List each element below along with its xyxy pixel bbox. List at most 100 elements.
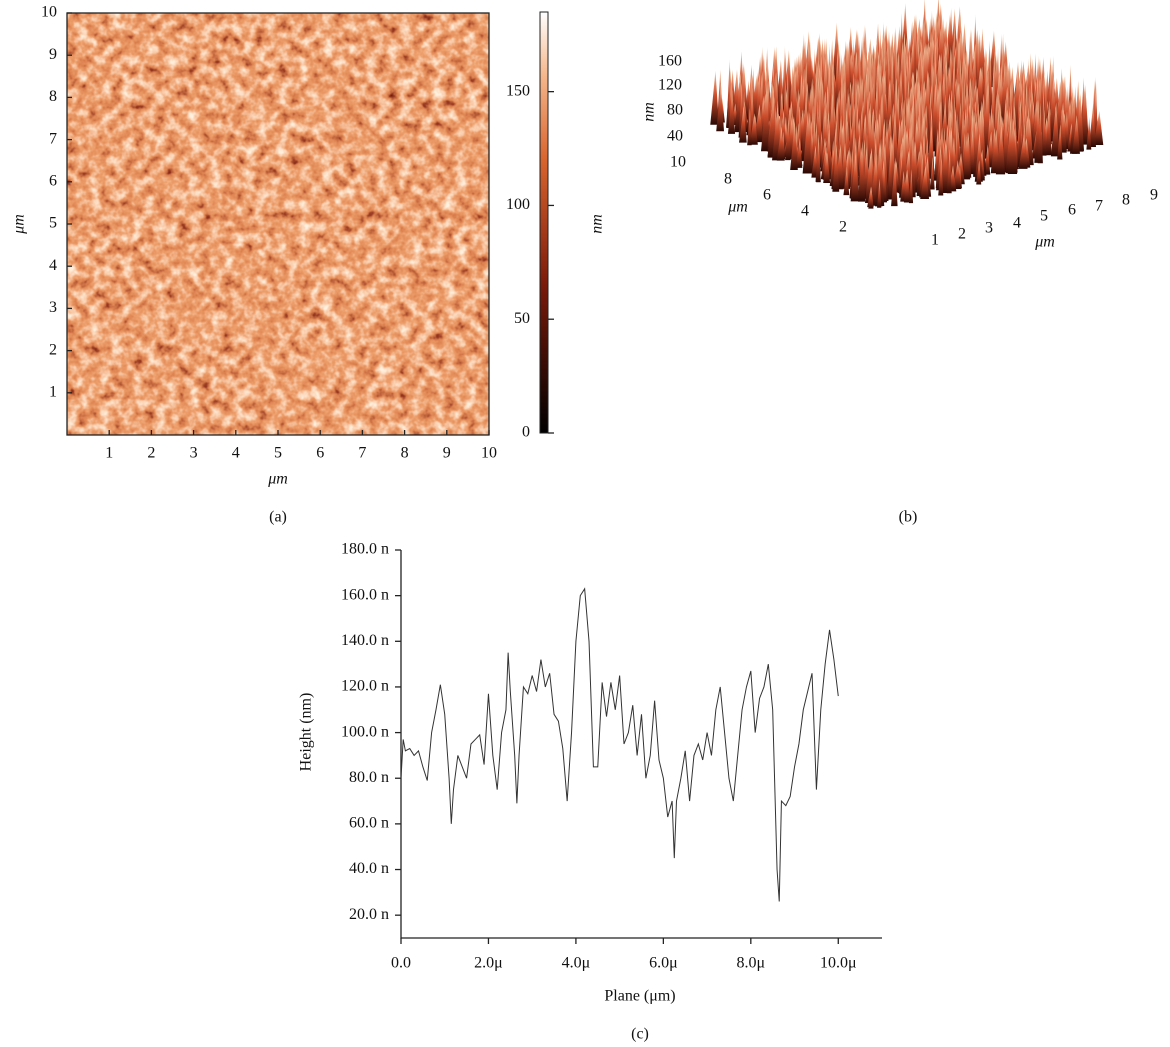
y-tick-label: 140.0 n (341, 632, 389, 649)
x-tick-label: 8.0μ (737, 955, 766, 972)
panel-c: Plane (μm) Height (nm) (c) 0.0 2.0μ 4.0μ 6.… (298, 541, 882, 1043)
caption: (c) (631, 1026, 649, 1043)
y-tick-label: 4 (49, 257, 57, 274)
x-tick-label: 10 (481, 445, 497, 462)
y-tick-label: 80.0 n (349, 769, 389, 786)
spike (761, 87, 771, 152)
x-tick-label: 8 (401, 445, 409, 462)
z-tick-label: 160 (658, 53, 682, 70)
spike (876, 178, 882, 208)
spike (1037, 102, 1043, 164)
z-tick-label: 40 (667, 128, 683, 145)
x-tick-label: 4.0μ (562, 955, 591, 972)
colorbar (539, 11, 549, 434)
spike (1072, 115, 1080, 154)
y-tick-label: 5 (49, 215, 57, 232)
x-tick-label: 1 (105, 445, 113, 462)
panel-a: μm μm nm (a) 1 2 3 4 5 6 7 8 9 101234567891005010… (11, 4, 606, 526)
spike (938, 159, 944, 196)
spike (1086, 116, 1092, 150)
colorbar-tick-label: 50 (514, 310, 530, 327)
x-tick-label: 3 (190, 445, 198, 462)
spike (1050, 102, 1060, 157)
spike (857, 140, 866, 202)
spike (929, 156, 935, 190)
x-tick-label: 4 (232, 445, 240, 462)
spike (946, 148, 952, 194)
x-tick-label: 6 (316, 445, 324, 462)
caption: (b) (899, 509, 918, 526)
x-tick-label: 6 (1068, 202, 1076, 219)
x-tick-label: 2 (147, 445, 155, 462)
y-tick-label: 180.0 n (341, 541, 389, 558)
spike (716, 83, 724, 132)
colorbar-tick-label: 0 (522, 424, 530, 441)
y-tick-label: 2 (49, 341, 57, 358)
y-tick-label: 120.0 n (341, 678, 389, 695)
spike (974, 133, 983, 182)
y-tick-label: 160.0 n (341, 586, 389, 603)
x-tick-label: 5 (274, 445, 282, 462)
y-tick-label: 40.0 n (349, 860, 389, 877)
spike (903, 171, 910, 203)
spike (832, 143, 840, 192)
spike (843, 166, 850, 196)
spike (739, 105, 747, 143)
y-label: μm (11, 214, 28, 235)
y-tick-label: 9 (49, 46, 57, 63)
spike (995, 124, 1006, 175)
y-tick-label: 60.0 n (349, 815, 389, 832)
x-tick-label: 1 (931, 232, 939, 249)
spike (875, 142, 883, 207)
x-tick-label: 8 (1122, 192, 1130, 209)
spike (962, 132, 971, 180)
y-tick-label: 3 (49, 299, 57, 316)
z-tick-label: 10 (670, 154, 686, 171)
colorbar-tick-label: 150 (506, 82, 530, 99)
y-tick-label: 2 (839, 219, 847, 236)
y-tick-label: 6 (49, 172, 57, 189)
y-tick-label: 8 (49, 88, 57, 105)
axes (400, 550, 882, 939)
x-label: μm (267, 471, 288, 488)
height-profile (400, 587, 839, 902)
spike (710, 70, 719, 125)
spike (920, 165, 930, 199)
x-label: Plane (μm) (604, 988, 675, 1005)
spike (868, 186, 874, 209)
spike (850, 152, 860, 202)
x-tick-label: 2 (958, 226, 966, 243)
afm-image (67, 13, 489, 435)
z-tick-label: 80 (667, 102, 683, 119)
spike (1093, 110, 1104, 145)
spike (1007, 119, 1018, 175)
z-label: nm (641, 102, 658, 122)
spike (816, 137, 821, 183)
x-tick-label: 2.0μ (474, 955, 503, 972)
spike (1041, 109, 1047, 156)
y-tick-label: 10 (41, 4, 57, 21)
y-tick-label: 20.0 n (349, 906, 389, 923)
colorbar-label: nm (589, 214, 606, 234)
x-tick-label: 5 (1040, 208, 1048, 225)
y-tick-label: 8 (724, 171, 732, 188)
spike (727, 89, 736, 134)
y-tick-label: 4 (801, 203, 809, 220)
x-label: μm (1034, 234, 1055, 251)
spike (1045, 108, 1052, 156)
x-tick-label: 3 (985, 220, 993, 237)
y-tick-label: 7 (49, 130, 57, 147)
spike (785, 117, 791, 161)
spike (796, 137, 803, 168)
x-tick-label: 9 (1150, 187, 1158, 204)
spike (1018, 134, 1028, 169)
spike (908, 169, 914, 204)
x-tick-label: 7 (358, 445, 366, 462)
spike (776, 126, 785, 161)
x-tick-label: 4 (1013, 215, 1021, 232)
x-tick-label: 7 (1095, 198, 1103, 215)
colorbar-tick-label: 100 (506, 196, 530, 213)
spike (749, 113, 758, 145)
spike (1057, 124, 1063, 160)
